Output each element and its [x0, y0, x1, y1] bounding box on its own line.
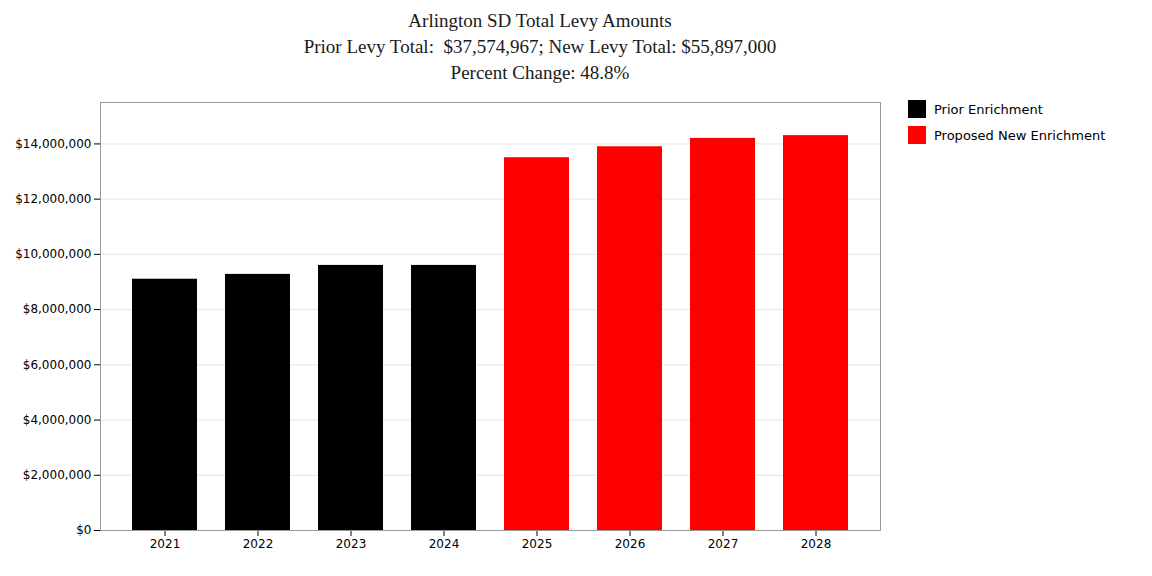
svg-text:$12,000,000: $12,000,000 — [15, 192, 91, 206]
html-text:Arlington SD Total Levy Amount: Arlington SD Total Levy Amounts — [408, 10, 672, 31]
svg-text:2028: 2028 — [801, 537, 832, 551]
html-text:Percent Change: 48.8%: Percent Change: 48.8% — [450, 62, 630, 83]
svg-text:2023: 2023 — [336, 537, 367, 551]
svg-text:2027: 2027 — [708, 537, 739, 551]
svg-text:$2,000,000: $2,000,000 — [23, 468, 92, 482]
svg-text:2024: 2024 — [429, 537, 460, 551]
svg-text:2026: 2026 — [615, 537, 646, 551]
html-text:Prior Levy Total: $37,574,967;: Prior Levy Total: $37,574,967; New Levy … — [303, 36, 777, 57]
svg-text:2025: 2025 — [522, 537, 553, 551]
svg-text:$0: $0 — [76, 523, 91, 537]
html-text:Proposed New Enrichment: Proposed New Enrichment — [934, 127, 1106, 143]
svg-text:2022: 2022 — [243, 537, 274, 551]
svg-text:$8,000,000: $8,000,000 — [23, 302, 92, 316]
svg-text:$10,000,000: $10,000,000 — [15, 247, 91, 261]
svg-text:$6,000,000: $6,000,000 — [23, 358, 92, 372]
svg-text:$14,000,000: $14,000,000 — [15, 137, 91, 151]
html-text:Prior Enrichment: Prior Enrichment — [934, 101, 1043, 117]
svg-text:2021: 2021 — [150, 537, 181, 551]
svg-text:$4,000,000: $4,000,000 — [23, 413, 92, 427]
